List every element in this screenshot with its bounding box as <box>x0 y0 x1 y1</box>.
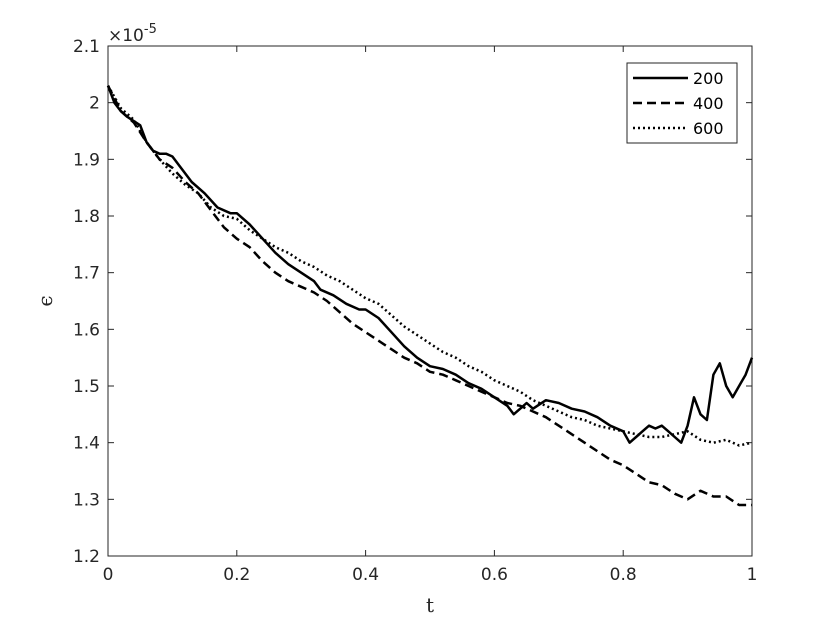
multiplier-base: ×10 <box>108 26 144 46</box>
legend: 200 400 600 <box>626 62 738 144</box>
x-tick-label: 0.8 <box>610 565 637 585</box>
y-tick-label: 1.5 <box>73 377 100 397</box>
legend-label-200: 200 <box>693 69 724 88</box>
multiplier-exponent: -5 <box>144 22 157 37</box>
y-tick-label: 1.4 <box>73 434 100 454</box>
series-line-200 <box>106 85 754 444</box>
legend-items: 200 400 600 <box>633 69 724 138</box>
x-axis-title: t <box>426 593 434 617</box>
series-line-600 <box>106 85 753 447</box>
x-tick-label: 1 <box>747 565 758 585</box>
y-tick-label: 2.1 <box>73 37 100 57</box>
x-tick-label: 0 <box>103 565 114 585</box>
y-tick-label: 1.6 <box>73 320 100 340</box>
x-tick-label: 0.4 <box>352 565 379 585</box>
y-axis-multiplier: ×10-5 <box>108 22 157 46</box>
series-line-400 <box>106 85 752 507</box>
legend-label-400: 400 <box>693 94 724 113</box>
y-tick-label: 1.8 <box>73 207 100 227</box>
y-axis-title: ϵ <box>33 295 57 306</box>
x-tick-label: 0.6 <box>481 565 508 585</box>
series-layer <box>106 85 754 507</box>
y-tick-label: 1.9 <box>73 150 100 170</box>
y-tick-label: 1.2 <box>73 547 100 567</box>
axis-ticks: 0 0.2 0.4 0.6 0.8 1 1.2 1.3 1.4 1.5 1.6 1.7 1.8 1.9 2 2… <box>73 37 757 585</box>
legend-label-600: 600 <box>693 119 724 138</box>
y-tick-label: 2 <box>89 94 100 114</box>
y-tick-label: 1.3 <box>73 490 100 510</box>
y-tick-label: 1.7 <box>73 264 100 284</box>
x-tick-label: 0.2 <box>223 565 250 585</box>
